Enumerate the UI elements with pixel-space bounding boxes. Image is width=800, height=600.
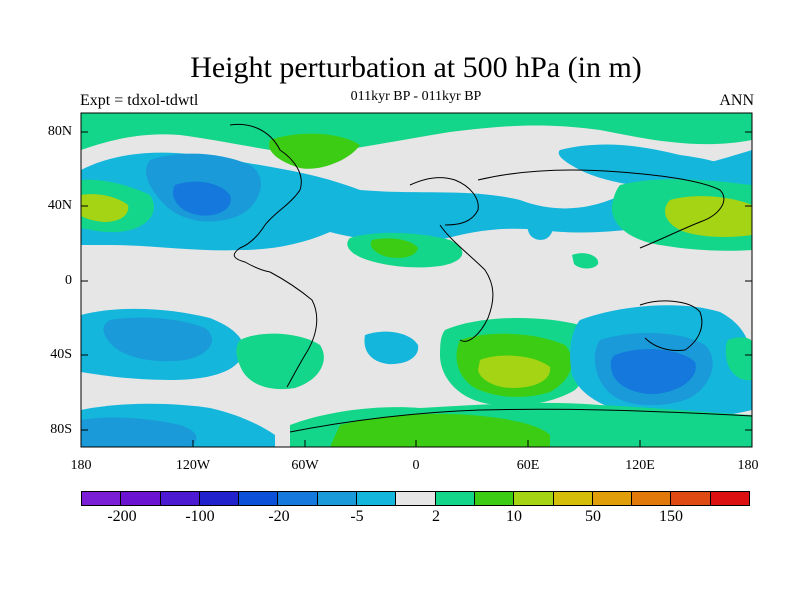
colorbar-label: 2 xyxy=(432,508,440,525)
colorbar xyxy=(81,491,750,506)
colorbar-swatch xyxy=(82,492,122,505)
tasman-green-patch xyxy=(725,337,752,381)
colorbar-swatch xyxy=(592,492,633,505)
x-tick-label: 180 xyxy=(737,458,759,473)
colorbar-swatch xyxy=(671,492,711,505)
x-tick-label: 60W xyxy=(291,458,319,473)
y-tick-label: 40S xyxy=(50,347,72,362)
colorbar-label: -5 xyxy=(350,508,364,525)
colorbar-swatch xyxy=(474,492,515,505)
colorbar-label: -100 xyxy=(185,508,215,525)
south-atlantic-blue-patch xyxy=(364,331,419,365)
figure-title: Height perturbation at 500 hPa (in m) xyxy=(190,51,642,84)
north-pacific-blue-deep xyxy=(172,181,231,216)
x-tick-label: 120W xyxy=(175,458,211,473)
colorbar-swatch xyxy=(435,492,475,505)
west-pacific-yellow-core xyxy=(81,194,129,222)
antarctic-blue-core xyxy=(81,417,197,447)
colorbar-swatch xyxy=(160,492,200,505)
antarctic-green-core xyxy=(330,413,550,447)
colorbar-swatch xyxy=(357,492,397,505)
coastline-outlines xyxy=(229,123,752,433)
arctic-green-band xyxy=(81,113,752,155)
colorbar-label: -20 xyxy=(268,508,290,525)
x-tick-label: 60E xyxy=(516,458,540,473)
south-america-green-region xyxy=(236,333,324,390)
west-indian-green-patch xyxy=(572,253,599,269)
colorbar-swatch xyxy=(239,492,279,505)
colorbar-swatch xyxy=(553,492,593,505)
colorbar-swatch xyxy=(199,492,240,505)
colorbar-swatch xyxy=(632,492,672,505)
middle-east-blue-patch xyxy=(527,213,553,240)
y-tick-label: 80N xyxy=(47,124,72,139)
colorbar-label: 150 xyxy=(659,508,683,525)
colorbar-label: -200 xyxy=(107,508,137,525)
y-tick-label: 80S xyxy=(50,422,72,437)
y-tick-label: 0 xyxy=(65,273,72,288)
colorbar-swatch xyxy=(514,492,554,505)
south-pacific-blue-core xyxy=(103,317,213,362)
indian-ocean-yellow-core xyxy=(478,355,551,388)
x-tick-label: 180 xyxy=(70,458,92,473)
australia-blue-deep xyxy=(610,349,696,395)
x-tick-label: 120E xyxy=(625,458,655,473)
period-label: ANN xyxy=(719,92,754,109)
map-plot-area xyxy=(81,113,752,447)
y-tick-label: 40N xyxy=(47,198,72,213)
colorbar-swatch xyxy=(317,492,358,505)
figure-subtitle: 011kyr BP - 011kyr BP xyxy=(350,89,482,104)
colorbar-swatch xyxy=(278,492,318,505)
colorbar-label: 10 xyxy=(506,508,522,525)
colorbar-label: 50 xyxy=(585,508,601,525)
experiment-label: Expt = tdxol-tdwtl xyxy=(80,92,199,109)
pacific-yellow-core xyxy=(665,196,752,237)
x-axis-ticks xyxy=(80,440,753,447)
y-axis-ticks xyxy=(81,131,752,431)
colorbar-swatch xyxy=(121,492,161,505)
colorbar-swatch xyxy=(710,492,750,505)
colorbar-swatch xyxy=(396,492,436,505)
x-tick-label: 0 xyxy=(412,458,420,473)
sahara-green-core xyxy=(370,238,418,258)
